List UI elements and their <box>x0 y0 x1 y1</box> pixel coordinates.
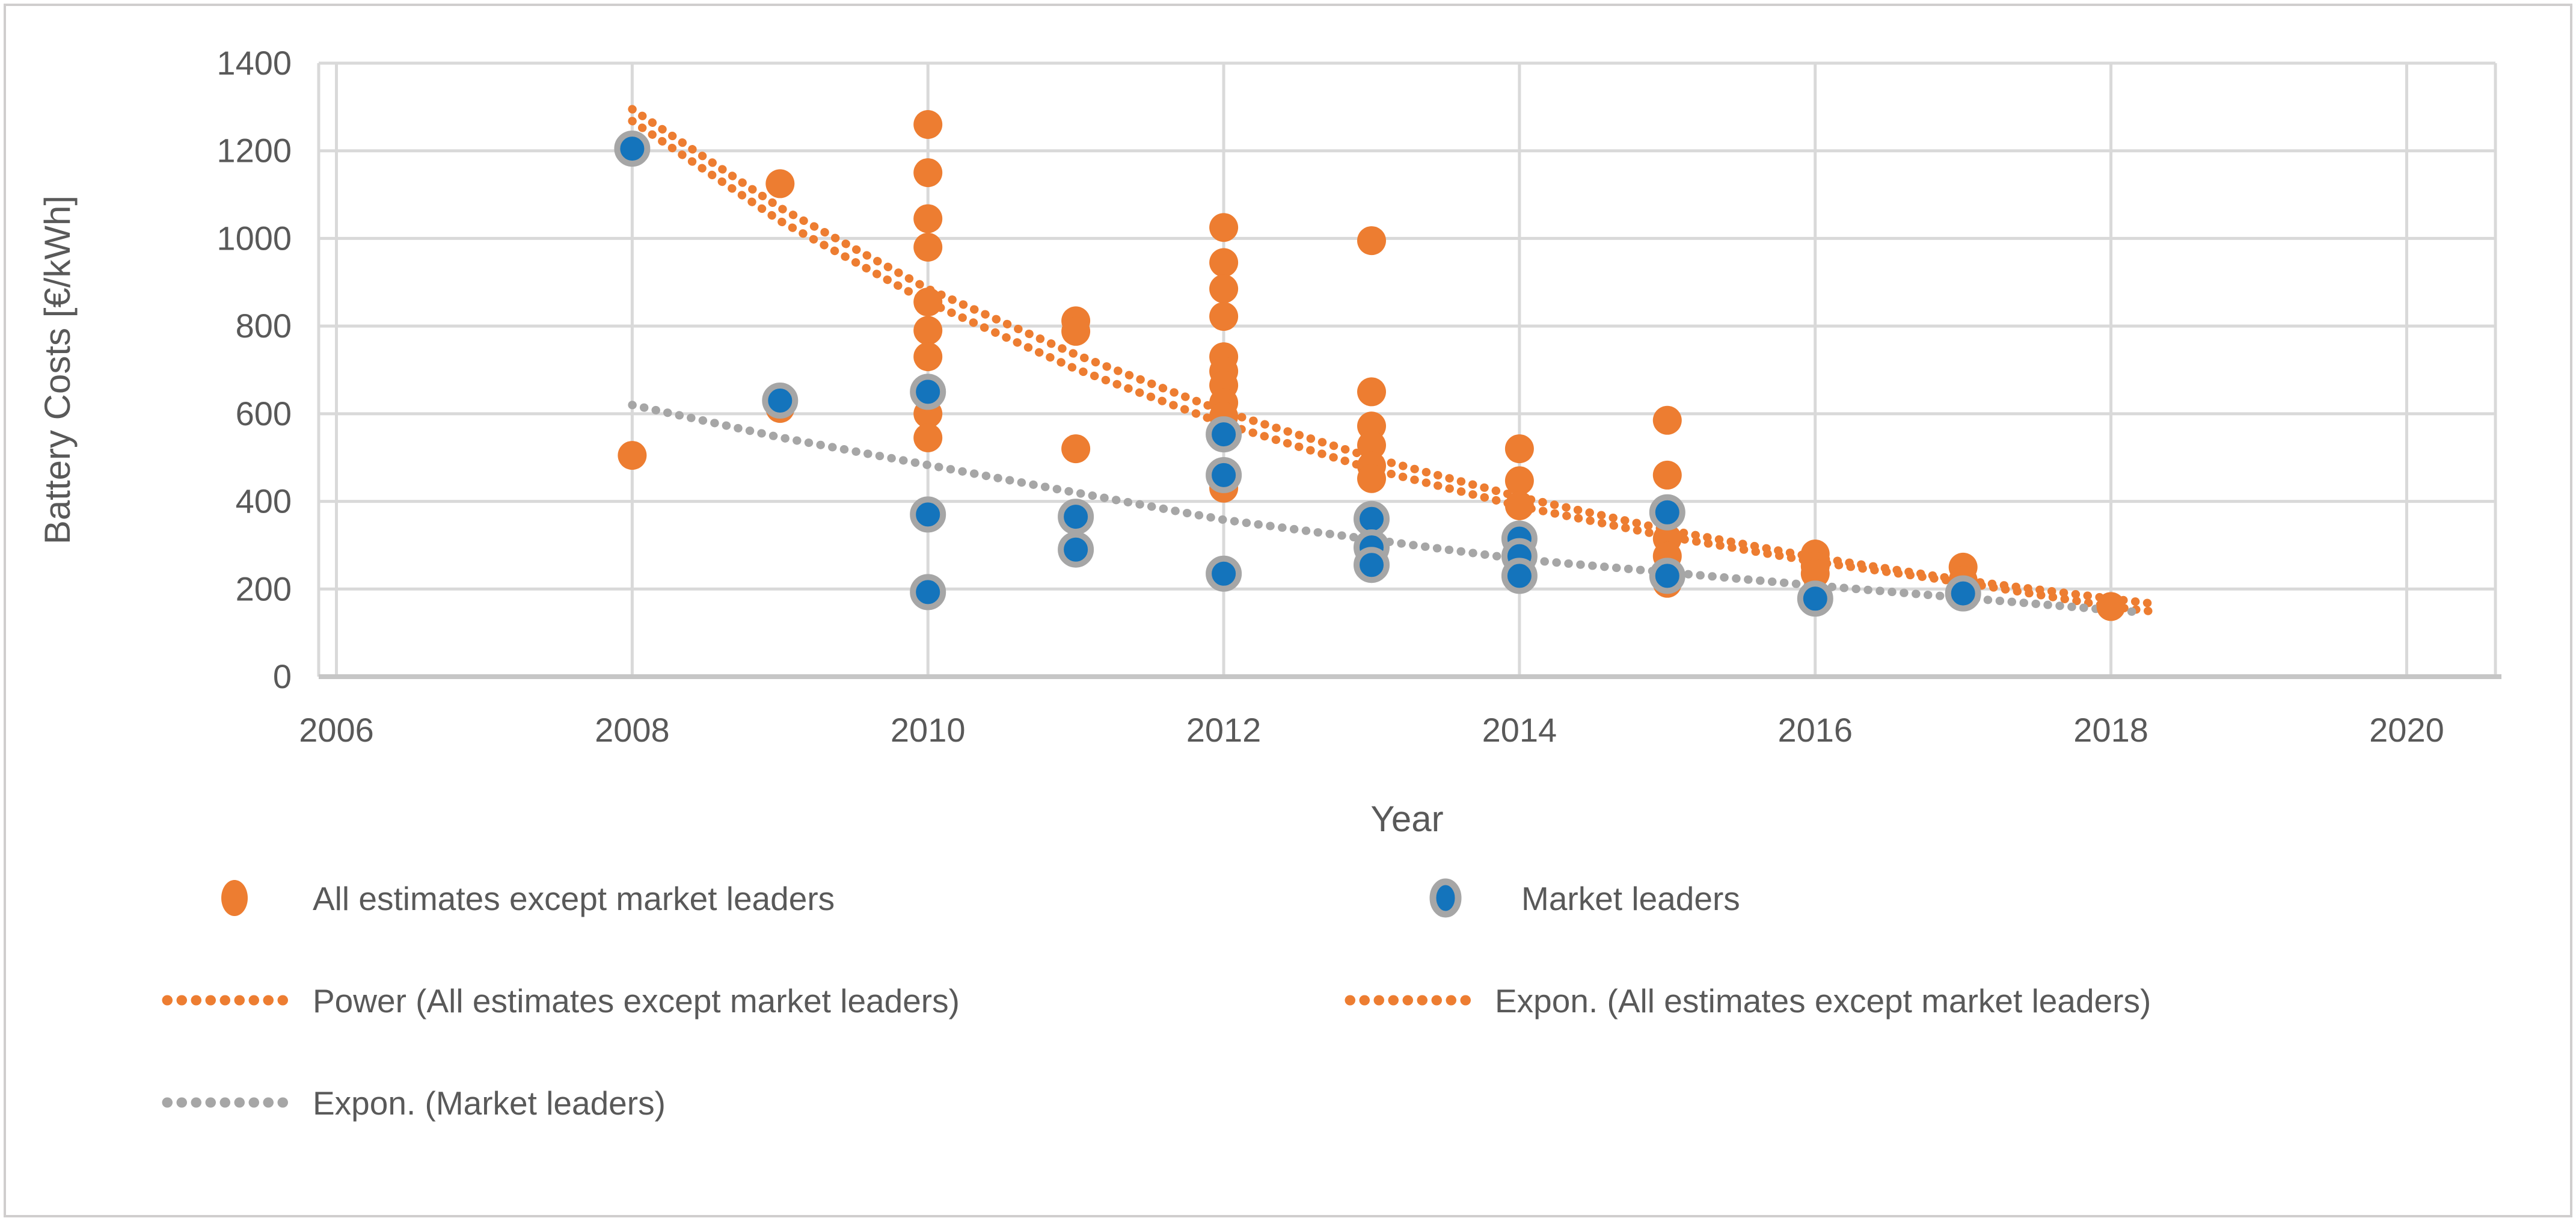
svg-text:1000: 1000 <box>216 219 292 257</box>
x-axis-title: Year <box>1370 799 1443 839</box>
y-axis-title: Battery Costs [€/kWh] <box>37 195 78 544</box>
svg-text:2020: 2020 <box>2369 711 2444 749</box>
legend-label-all-estimates: All estimates except market leaders <box>313 880 835 917</box>
svg-text:1200: 1200 <box>216 132 292 170</box>
figure-border <box>4 4 2572 1217</box>
svg-text:2016: 2016 <box>1777 711 1853 749</box>
svg-text:200: 200 <box>236 570 292 607</box>
svg-text:0: 0 <box>273 657 292 695</box>
legend-label-market-leaders: Market leaders <box>1521 880 1740 917</box>
legend: All estimates except market leaders Mark… <box>162 878 2151 1122</box>
svg-text:2010: 2010 <box>891 711 966 749</box>
legend-marker-all-estimates-icon <box>221 880 248 916</box>
legend-marker-market-leaders-icon <box>1429 878 1462 918</box>
trendline-2 <box>628 401 2145 617</box>
svg-text:600: 600 <box>236 395 292 432</box>
legend-label-expon-all-trend: Expon. (All estimates except market lead… <box>1495 982 2151 1020</box>
series-market-leaders <box>614 131 1981 617</box>
svg-text:2012: 2012 <box>1186 711 1262 749</box>
legend-label-expon-leaders-trend: Expon. (Market leaders) <box>313 1084 666 1122</box>
svg-text:2008: 2008 <box>595 711 670 749</box>
x-tick-labels: 2006 2008 2010 2012 2014 2016 2018 2020 <box>299 711 2444 749</box>
legend-label-power-trend: Power (All estimates except market leade… <box>313 982 960 1020</box>
svg-text:1400: 1400 <box>216 44 292 82</box>
svg-text:2018: 2018 <box>2073 711 2148 749</box>
svg-text:800: 800 <box>236 307 292 345</box>
svg-text:2006: 2006 <box>299 711 374 749</box>
y-tick-labels: 0 200 400 600 800 1000 1200 1400 <box>216 44 292 695</box>
trendline-1 <box>628 117 2160 617</box>
trendline-0 <box>628 105 2160 609</box>
svg-text:400: 400 <box>236 482 292 520</box>
svg-text:2014: 2014 <box>1482 711 1557 749</box>
plot-area: 0 200 400 600 800 1000 1200 1400 2006 2008 2010 201… <box>216 44 2501 749</box>
